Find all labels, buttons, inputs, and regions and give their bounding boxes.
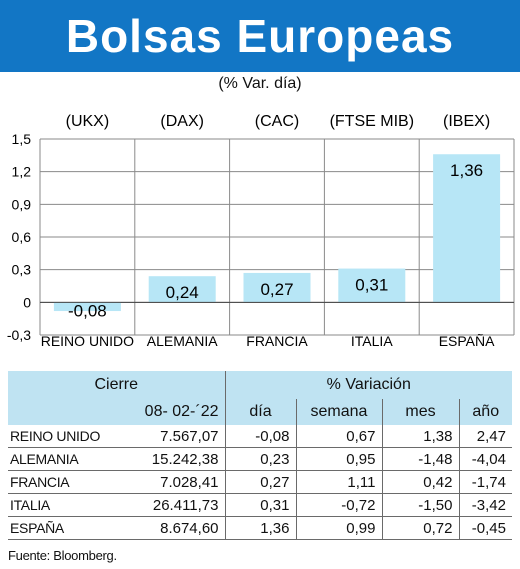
cell-semana: 1,11 — [295, 470, 382, 494]
table-subheader-row: 08- 02-´22 día semana mes año — [8, 399, 512, 425]
table-row: FRANCIA 7.028,41 0,27 1,11 0,42 -1,74 — [8, 470, 512, 494]
cell-semana: 0,99 — [295, 516, 382, 540]
page-title: Bolsas Europeas — [65, 10, 455, 62]
cell-name: FRANCIA — [8, 470, 129, 494]
index-code-label: (CAC) — [255, 113, 299, 130]
x-tick-label: ITALIA — [351, 333, 393, 349]
x-tick-label: ALEMANIA — [147, 333, 218, 349]
chart-subtitle: (% Var. día) — [218, 75, 302, 92]
bar — [433, 154, 501, 303]
data-label: 0,31 — [355, 276, 388, 295]
cell-mes: 0,42 — [381, 470, 459, 494]
y-tick-label: 0,6 — [12, 229, 32, 245]
data-label: 0,24 — [166, 283, 199, 302]
cell-name: REINO UNIDO — [8, 425, 129, 448]
header-mes: mes — [381, 399, 459, 425]
cell-ano: -4,04 — [458, 447, 512, 471]
index-code-label: (IBEX) — [443, 113, 490, 130]
table-row: ALEMANIA 15.242,38 0,23 0,95 -1,48 -4,04 — [8, 447, 512, 471]
title-banner: Bolsas Europeas — [0, 0, 520, 72]
x-tick-label: ESPAÑA — [439, 333, 495, 349]
cell-dia: 0,27 — [224, 470, 296, 494]
data-table-container: Cierre % Variación 08- 02-´22 día semana… — [8, 371, 512, 540]
cell-dia: 1,36 — [224, 516, 296, 540]
header-cierre: Cierre — [8, 371, 225, 399]
y-tick-label: 0,9 — [12, 196, 32, 212]
table-row: ITALIA 26.411,73 0,31 -0,72 -1,50 -3,42 — [8, 493, 512, 517]
cell-dia: 0,23 — [224, 447, 296, 471]
y-tick-label: 0 — [23, 294, 31, 310]
header-variacion: % Variación — [224, 371, 512, 399]
cell-mes: -1,50 — [381, 493, 459, 517]
cell-cierre: 15.242,38 — [129, 447, 225, 471]
bar — [53, 302, 121, 312]
index-code-label: (FTSE MIB) — [330, 113, 414, 130]
index-code-label: (UKX) — [66, 113, 110, 130]
cell-cierre: 7.567,07 — [129, 425, 225, 448]
table-row: REINO UNIDO 7.567,07 -0,08 0,67 1,38 2,47 — [8, 425, 512, 448]
source-note: Fuente: Bloomberg. — [8, 548, 117, 563]
cell-cierre: 8.674,60 — [129, 516, 225, 540]
data-label: 0,27 — [260, 280, 293, 299]
cell-ano: -0,45 — [458, 516, 512, 540]
x-tick-label: FRANCIA — [246, 333, 308, 349]
y-tick-label: 1,2 — [12, 164, 32, 180]
y-tick-label: 0,3 — [12, 262, 32, 278]
data-table: Cierre % Variación 08- 02-´22 día semana… — [8, 371, 512, 540]
data-label: -0,08 — [68, 301, 107, 320]
index-code-label: (DAX) — [160, 113, 204, 130]
cell-semana: 0,67 — [295, 425, 382, 448]
cell-semana: 0,95 — [295, 447, 382, 471]
cell-dia: -0,08 — [224, 425, 296, 448]
bar-chart: -0,3 0 0,3 0,6 0,9 1,2 1,5 -0,08 (UKX) REINO UNID… — [7, 113, 515, 349]
bar — [148, 276, 216, 303]
header-dia: día — [224, 399, 296, 425]
cell-name: ITALIA — [8, 493, 129, 517]
cell-name: ESPAÑA — [8, 516, 129, 540]
data-label: 1,36 — [450, 161, 483, 180]
cell-cierre: 26.411,73 — [129, 493, 225, 517]
cell-ano: -1,74 — [458, 470, 512, 494]
table-header-row: Cierre % Variación — [8, 371, 512, 399]
cell-name: ALEMANIA — [8, 447, 129, 471]
header-date: 08- 02-´22 — [129, 399, 225, 425]
header-semana: semana — [295, 399, 382, 425]
cell-cierre: 7.028,41 — [129, 470, 225, 494]
y-tick-label: 1,5 — [12, 131, 32, 147]
cell-mes: -1,48 — [381, 447, 459, 471]
cell-ano: -3,42 — [458, 493, 512, 517]
header-ano: año — [458, 399, 512, 425]
cell-mes: 0,72 — [381, 516, 459, 540]
cell-dia: 0,31 — [224, 493, 296, 517]
table-row: ESPAÑA 8.674,60 1,36 0,99 0,72 -0,45 — [8, 516, 512, 540]
bar — [338, 268, 406, 303]
x-tick-label: REINO UNIDO — [41, 333, 134, 349]
cell-mes: 1,38 — [381, 425, 459, 448]
bar — [243, 272, 311, 303]
y-tick-label: -0,3 — [7, 327, 31, 343]
cell-ano: 2,47 — [458, 425, 512, 448]
cell-semana: -0,72 — [295, 493, 382, 517]
